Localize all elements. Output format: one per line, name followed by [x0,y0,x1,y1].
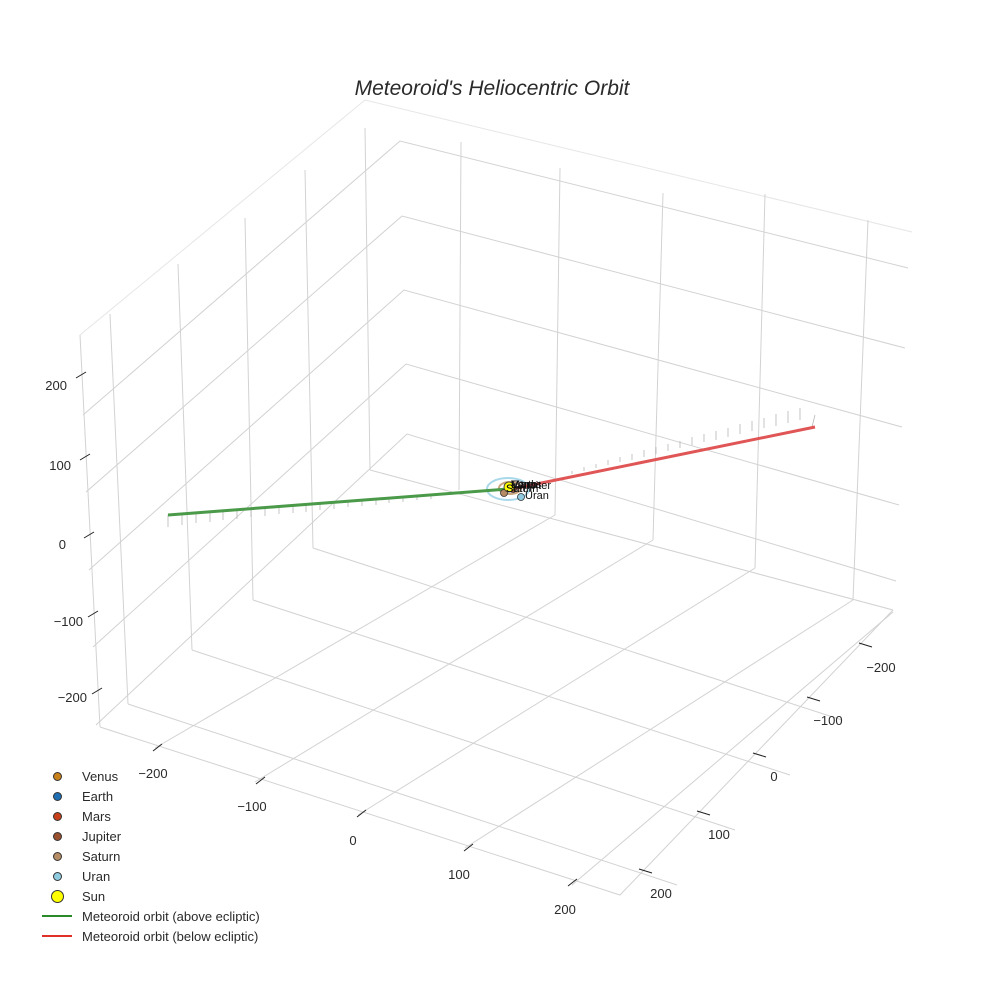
chart-title: Meteoroid's Heliocentric Orbit [355,77,631,100]
legend-label: Mars [82,808,111,824]
axes-box [79,99,913,896]
z-axis-ticks: 200 100 0 −100 −200 [45,371,103,705]
x-tick-label: 100 [448,867,470,882]
point-label: Sun [506,483,526,495]
z-tick-label: 100 [49,458,71,473]
z-tick-label: 200 [45,378,67,393]
legend-label: Earth [82,788,114,804]
legend-item-mars[interactable]: Mars [40,806,260,826]
legend-item-earth[interactable]: Earth [40,786,260,806]
legend: Venus Earth Mars Jupiter Saturn Uran Sun… [40,766,260,946]
orbit-drop-lines [167,408,816,527]
planet-markers [500,481,525,501]
uran-dot-icon [52,871,62,881]
legend-label: Uran [82,868,111,884]
orbit-line-below-ecliptic[interactable] [511,425,816,491]
point-label: Mars [511,479,536,491]
y-tick-label: 0 [770,769,777,784]
legend-item-jupiter[interactable]: Jupiter [40,826,260,846]
x-tick-label: −200 [138,766,167,781]
point-label: Saturn [506,483,538,495]
mars-dot-icon [52,811,62,821]
planet-labels: Venus Earth Mars Jupiter Saturn Uran Sun [506,479,551,502]
sun-dot-icon [50,889,64,903]
y-axis-ticks: −200 −100 0 100 200 [638,642,896,901]
saturn-dot-icon [52,851,62,861]
y-tick-label: −200 [866,660,895,675]
point-label: Jupiter [518,480,551,492]
z-tick-label: 0 [59,537,66,552]
legend-label: Saturn [82,848,121,864]
venus-dot-icon [52,771,62,781]
legend-item-uran[interactable]: Uran [40,866,260,886]
z-tick-label: −100 [54,614,83,629]
z-tick-label: −200 [58,690,87,705]
legend-label: Meteoroid orbit (below ecliptic) [82,928,259,944]
legend-item-saturn[interactable]: Saturn [40,846,260,866]
point-label: Uran [525,490,549,502]
legend-item-orbit-above[interactable]: Meteoroid orbit (above ecliptic) [40,906,260,926]
x-tick-label: 200 [554,902,576,917]
legend-label: Sun [82,888,106,904]
x-tick-label: −100 [237,799,266,814]
legend-label: Meteoroid orbit (above ecliptic) [82,908,260,924]
point-label: Earth [511,479,537,491]
uran-marker[interactable] [517,493,525,501]
y-tick-label: −100 [813,713,842,728]
earth-dot-icon [52,791,62,801]
point-label: Venus [511,479,542,491]
legend-item-sun[interactable]: Sun [40,886,260,906]
legend-label: Jupiter [82,828,122,844]
legend-label: Venus [82,768,119,784]
legend-item-orbit-below[interactable]: Meteoroid orbit (below ecliptic) [40,926,260,946]
x-axis-ticks: −200 −100 0 100 200 [138,743,578,917]
y-tick-label: 200 [650,886,672,901]
jupiter-dot-icon [52,831,62,841]
orbit-line-above-ecliptic[interactable] [167,487,509,517]
legend-item-venus[interactable]: Venus [40,766,260,786]
sun-marker[interactable] [503,481,515,493]
y-tick-label: 100 [708,827,730,842]
x-tick-label: 0 [349,833,356,848]
green-line-icon [42,915,72,917]
red-line-icon [42,935,72,937]
